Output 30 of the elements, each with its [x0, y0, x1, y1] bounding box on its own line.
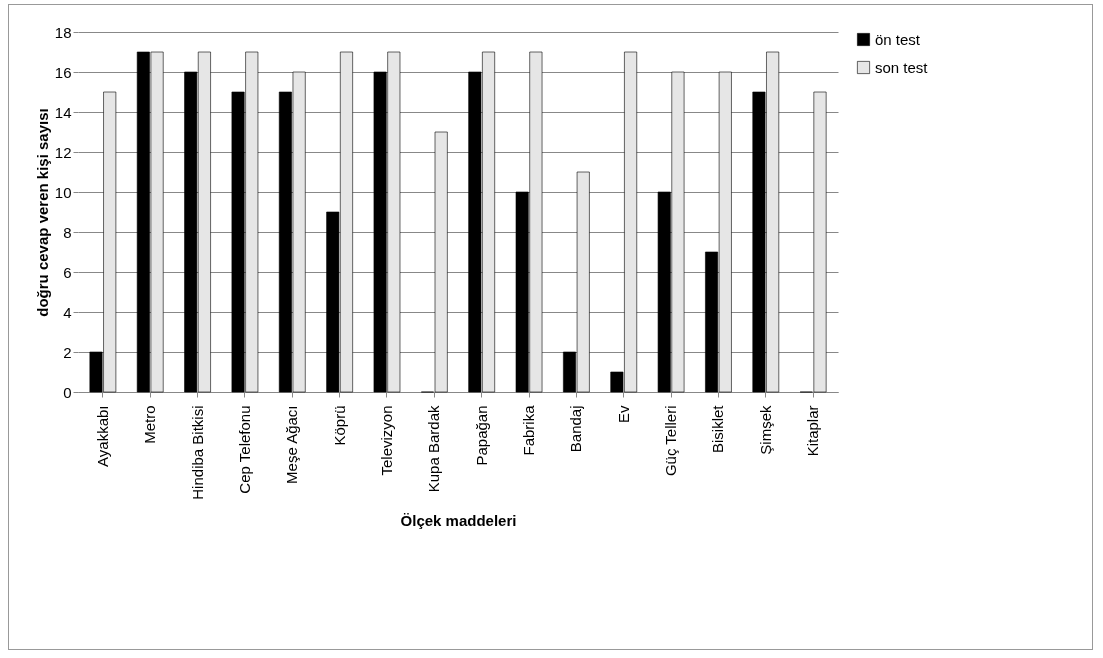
x-tick-label: Köprü [330, 405, 348, 446]
x-tick-label: Televizyon [377, 405, 395, 476]
y-tick-label: 0 [63, 383, 72, 401]
y-tick-label: 10 [54, 183, 72, 201]
x-tick-label: Kitaplar [804, 405, 822, 457]
y-axis-title: doğru cevap veren kişi sayısı [33, 108, 51, 317]
x-tick-label: Metro [141, 405, 159, 444]
x-tick-label: Meşe Ağacı [283, 405, 301, 484]
x-tick-label: Cep Telefonu [235, 405, 253, 494]
x-tick-label: Ev [614, 405, 632, 424]
x-tick-label: Fabrika [520, 404, 538, 456]
x-tick-label: Bandaj [567, 405, 585, 453]
y-tick-label: 14 [54, 103, 72, 121]
legend-label: ön test [875, 30, 921, 48]
x-tick-label: Şimşek [756, 405, 774, 455]
x-tick-label: Güç Telleri [662, 405, 680, 477]
x-tick-label: Bisiklet [709, 404, 727, 454]
x-tick-label: Kupa Bardak [425, 405, 443, 493]
y-tick-label: 12 [54, 143, 72, 161]
x-axis-title: Ölçek maddeleri [400, 511, 517, 529]
x-tick-label: Ayakkabı [93, 405, 111, 467]
x-tick-label: Papağan [472, 405, 490, 466]
y-tick-label: 2 [63, 343, 72, 361]
y-tick-label: 4 [63, 303, 72, 321]
y-tick-label: 18 [54, 23, 72, 41]
legend-label: son test [875, 58, 929, 76]
y-tick-label: 8 [63, 223, 72, 241]
x-tick-label: Hindiba Bitkisi [188, 405, 206, 500]
y-tick-label: 6 [63, 263, 72, 281]
y-tick-label: 16 [54, 63, 72, 81]
